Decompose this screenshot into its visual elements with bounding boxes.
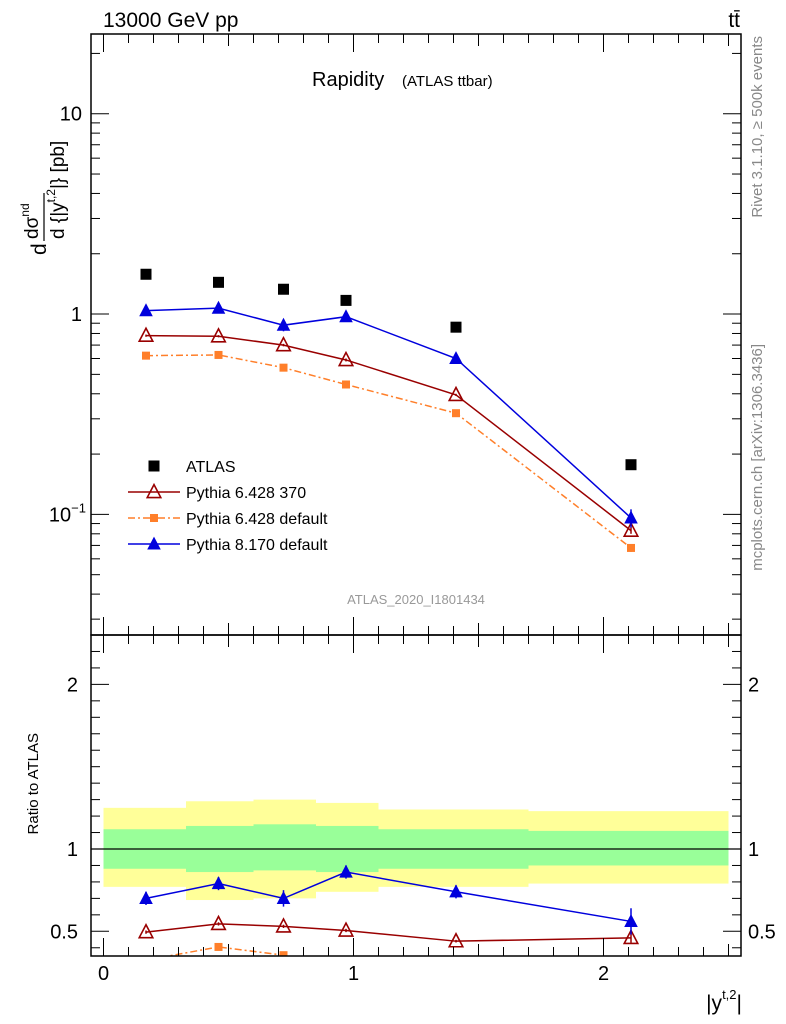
ratio-y-axis-label: Ratio to ATLAS: [25, 733, 42, 834]
ylabel-dsigma: dσ: [22, 216, 43, 239]
ylabel-close: |} [pb]: [48, 141, 69, 189]
xlabel-close: |: [737, 992, 742, 1015]
svg-text:d: d: [28, 243, 51, 255]
data-point-square: [627, 543, 635, 552]
data-point-square: [140, 268, 152, 280]
ratio-panel: 0.5 0.5 1 1 2 2 0 1 2 Ratio to ATLAS |yt,2|: [25, 634, 776, 1015]
legend-label: Pythia 8.170 default: [186, 537, 328, 554]
uncertainty-band-green: [528, 830, 729, 866]
mcplots-label: mcplots.cern.ch [arXiv:1306.3436]: [749, 344, 766, 571]
main-subtitle: (ATLAS ttbar): [402, 73, 493, 90]
data-point-square: [150, 514, 158, 522]
legend: ATLAS Pythia 6.428 370 Pythia 6.428 defaul…: [128, 459, 328, 554]
ratio-y-tick-label-right: 2: [748, 674, 759, 696]
data-point-square: [342, 380, 350, 389]
data-point-triangle: [147, 536, 161, 550]
data-point-triangle: [139, 890, 153, 904]
data-point-square: [450, 321, 462, 333]
y-tick-label: 10−1: [49, 500, 86, 526]
ratio-y-tick-label-right: 0.5: [748, 921, 776, 943]
legend-label: Pythia 6.428 default: [186, 511, 328, 528]
ratio-y-tick-label-right: 1: [748, 839, 759, 861]
data-point-triangle: [624, 914, 638, 927]
y-tick-label: 1: [71, 304, 82, 326]
series-line: [145, 334, 632, 532]
data-point-square: [142, 351, 150, 360]
ratio-plot-frame: [90, 634, 742, 957]
x-tick-label: 1: [348, 963, 359, 985]
data-point-triangle-open: [137, 326, 155, 343]
data-point-triangle-open: [447, 385, 465, 402]
data-point-square: [625, 459, 637, 471]
ratio-y-tick-label: 0.5: [50, 921, 78, 943]
data-point-triangle-open: [275, 917, 292, 933]
rivet-version-label: Rivet 3.1.10, ≥ 500k events: [749, 36, 766, 218]
series-line: [145, 307, 632, 519]
series-line: [145, 354, 632, 549]
data-point-triangle: [624, 510, 638, 524]
data-point-triangle-open: [145, 482, 163, 499]
data-point-triangle-open: [210, 914, 227, 931]
data-point-square: [340, 294, 352, 306]
main-title: Rapidity: [312, 69, 384, 91]
data-point-triangle-open: [337, 921, 355, 937]
svg-text:dσnd: dσnd: [18, 203, 43, 239]
data-point-square: [279, 951, 288, 956]
data-point-triangle: [276, 890, 291, 904]
data-point-triangle: [211, 876, 226, 890]
uncertainty-band-green: [253, 824, 316, 871]
xlabel-sup: t,2: [722, 987, 736, 1002]
ratio-series-line: [145, 923, 632, 942]
data-point-square: [452, 409, 460, 418]
data-point-triangle-open: [622, 521, 640, 537]
ylabel-d-denominator: d {|y: [48, 202, 69, 239]
legend-label: ATLAS: [186, 459, 236, 476]
process-label: tt̄: [728, 9, 740, 32]
tick-exponent: −1: [71, 500, 86, 515]
data-point-triangle-open: [275, 335, 292, 352]
data-point-square: [148, 460, 160, 472]
main-y-axis-label: d dσnd d {|yt,2|} [pb]: [18, 141, 69, 255]
data-point-triangle-open: [337, 350, 355, 367]
x-tick-label: 2: [598, 963, 609, 985]
data-point-square: [214, 350, 223, 359]
data-point-square: [279, 363, 288, 372]
data-point-triangle: [339, 864, 353, 878]
svg-text:d {|yt,2|} [pb]: d {|yt,2|} [pb]: [44, 141, 69, 239]
data-point-triangle: [276, 317, 291, 331]
x-tick-label: 0: [98, 963, 109, 985]
data-point-square: [142, 956, 150, 964]
ratio-y-tick-label: 2: [67, 674, 78, 696]
data-point-square: [214, 942, 223, 951]
legend-label: Pythia 6.428 370: [186, 485, 306, 502]
data-point-square: [213, 276, 224, 288]
data-point-triangle-open: [210, 327, 227, 343]
energy-label: 13000 GeV pp: [103, 9, 238, 32]
data-point-triangle-open: [622, 928, 640, 945]
ylabel-d-numerator: d: [28, 243, 51, 255]
data-point-triangle: [449, 351, 463, 365]
data-point-triangle-open: [137, 922, 155, 939]
ratio-y-tick-label: 1: [67, 839, 78, 861]
tick-base: 10: [49, 504, 71, 526]
ratio-series-line: [145, 871, 632, 923]
data-point-triangle: [211, 300, 226, 314]
data-point-triangle-open: [447, 932, 465, 948]
data-point-triangle: [139, 303, 153, 317]
xlabel-base: |y: [706, 992, 722, 1015]
ylabel-sigma-sup: nd: [18, 203, 32, 216]
x-axis-label: |yt,2|: [706, 987, 742, 1015]
ylabel-y-sup: t,2: [44, 189, 58, 203]
data-point-square: [278, 283, 289, 295]
analysis-watermark: ATLAS_2020_I1801434: [347, 592, 485, 607]
y-tick-label: 10: [60, 104, 82, 126]
data-point-triangle: [449, 884, 463, 898]
data-point-triangle: [339, 309, 353, 323]
